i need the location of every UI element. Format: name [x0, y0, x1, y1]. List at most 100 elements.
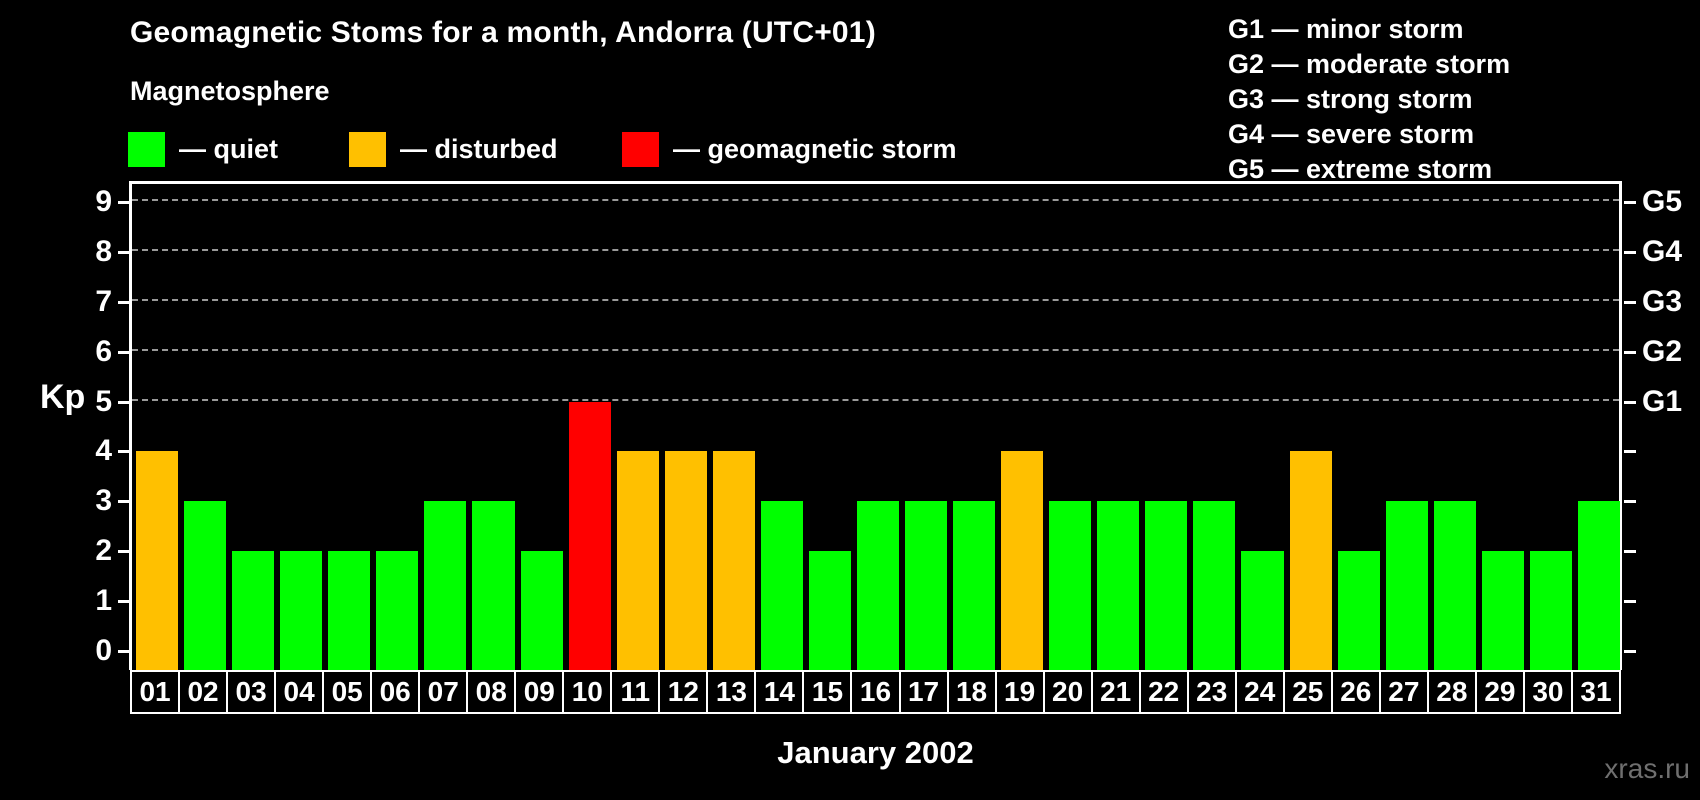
bar-day-07: [424, 501, 467, 670]
day-cell-25: 25: [1282, 672, 1331, 712]
right-tick-kp4: [1624, 450, 1636, 454]
g-legend-line-g1: G1 — minor storm: [1228, 14, 1464, 44]
left-tick-kp0: [118, 649, 130, 653]
day-cell-06: 06: [370, 672, 419, 712]
left-tick-kp1: [118, 599, 130, 603]
y-tick-label-3: 3: [95, 484, 112, 518]
watermark: xras.ru: [1604, 753, 1690, 784]
left-tick-kp3: [118, 500, 130, 504]
gridline-kp8: [132, 249, 1619, 252]
gridline-kp7: [132, 298, 1619, 301]
y-tick-label-9: 9: [95, 185, 112, 219]
right-tick-kp3: [1624, 500, 1636, 504]
bar-day-15: [808, 550, 851, 670]
bar-day-20: [1049, 501, 1092, 670]
g-scale-legend: G1 — minor storm G2 — moderate storm G3 — …: [1228, 12, 1510, 187]
day-cell-29: 29: [1474, 672, 1523, 712]
y-tick-label-8: 8: [95, 235, 112, 269]
legend-item-quiet: — quiet: [128, 131, 278, 167]
plot-area: [129, 181, 1622, 670]
bar-day-04: [280, 550, 323, 670]
g-tick-label-g3: G3: [1642, 284, 1683, 318]
bar-day-31: [1577, 501, 1620, 670]
bar-day-08: [472, 501, 515, 670]
day-cell-15: 15: [802, 672, 851, 712]
left-tick-kp2: [118, 549, 130, 553]
g-legend-line-g4: G4 — severe storm: [1228, 119, 1475, 149]
day-cell-18: 18: [946, 672, 995, 712]
legend-item-disturbed: — disturbed: [349, 131, 558, 167]
y-axis-label: Kp: [40, 378, 86, 416]
g-legend-line-g3: G3 — strong storm: [1228, 84, 1473, 114]
day-cell-16: 16: [850, 672, 899, 712]
gridline-kp6: [132, 348, 1619, 351]
bar-day-24: [1241, 550, 1284, 670]
bar-day-10: [568, 401, 611, 670]
day-cell-20: 20: [1042, 672, 1091, 712]
bar-day-09: [520, 550, 563, 670]
right-tick-kp5: [1624, 400, 1636, 404]
bar-day-17: [905, 501, 948, 670]
day-cell-14: 14: [754, 672, 803, 712]
bar-day-23: [1193, 501, 1236, 670]
day-cell-13: 13: [706, 672, 755, 712]
day-cell-21: 21: [1090, 672, 1139, 712]
g-tick-label-g4: G4: [1642, 235, 1683, 269]
right-tick-kp6: [1624, 350, 1636, 354]
day-cell-11: 11: [610, 672, 659, 712]
quiet-color-swatch: [128, 131, 165, 167]
left-tick-kp5: [118, 400, 130, 404]
storm-color-swatch: [622, 131, 659, 167]
left-tick-kp6: [118, 350, 130, 354]
right-tick-kp8: [1624, 251, 1636, 255]
day-cell-17: 17: [898, 672, 947, 712]
bar-day-14: [760, 501, 803, 670]
day-cell-08: 08: [466, 672, 515, 712]
day-cell-12: 12: [658, 672, 707, 712]
y-tick-label-6: 6: [95, 334, 112, 368]
day-cell-05: 05: [322, 672, 371, 712]
x-axis-day-row: 01 02 03 04 05 06 07 08 09 10 11 12 13 14 15 16 17 18 19 20…: [130, 670, 1621, 714]
bar-day-19: [1001, 451, 1044, 670]
bar-day-25: [1289, 451, 1332, 670]
bar-day-26: [1337, 550, 1380, 670]
right-tick-kp9: [1624, 201, 1636, 205]
x-axis-label: January 2002: [777, 735, 974, 770]
day-cell-19: 19: [994, 672, 1043, 712]
g-legend-line-g2: G2 — moderate storm: [1228, 49, 1511, 79]
bar-day-21: [1097, 501, 1140, 670]
y-tick-label-4: 4: [95, 434, 112, 468]
day-cell-07: 07: [418, 672, 467, 712]
g-tick-label-g5: G5: [1642, 185, 1683, 219]
legend-item-label: — disturbed: [400, 133, 558, 164]
right-tick-kp7: [1624, 300, 1636, 304]
y-tick-label-5: 5: [95, 384, 112, 418]
bar-day-06: [376, 550, 419, 670]
gridline-kp9: [132, 199, 1619, 202]
legend-item-storm: — geomagnetic storm: [622, 131, 957, 167]
bar-day-01: [136, 451, 179, 670]
bar-day-18: [953, 501, 996, 670]
bar-day-13: [712, 451, 755, 670]
day-cell-10: 10: [562, 672, 611, 712]
bar-day-05: [328, 550, 371, 670]
g-legend-line-g5: G5 — extreme storm: [1228, 154, 1493, 184]
day-cell-22: 22: [1138, 672, 1187, 712]
chart-title: Geomagnetic Stoms for a month, Andorra (…: [130, 16, 876, 49]
g-tick-label-g2: G2: [1642, 334, 1683, 368]
day-cell-31: 31: [1570, 672, 1619, 712]
left-tick-kp9: [118, 201, 130, 205]
bar-day-27: [1385, 501, 1428, 670]
day-cell-09: 09: [514, 672, 563, 712]
gridline-kp5: [132, 398, 1619, 401]
right-tick-kp1: [1624, 599, 1636, 603]
g-tick-label-g1: G1: [1642, 384, 1683, 418]
right-tick-kp0: [1624, 649, 1636, 653]
y-tick-label-7: 7: [95, 284, 112, 318]
bar-day-12: [664, 451, 707, 670]
magnetosphere-legend-title: Magnetosphere: [130, 76, 330, 106]
day-cell-27: 27: [1378, 672, 1427, 712]
day-cell-01: 01: [132, 672, 179, 712]
day-cell-02: 02: [178, 672, 227, 712]
